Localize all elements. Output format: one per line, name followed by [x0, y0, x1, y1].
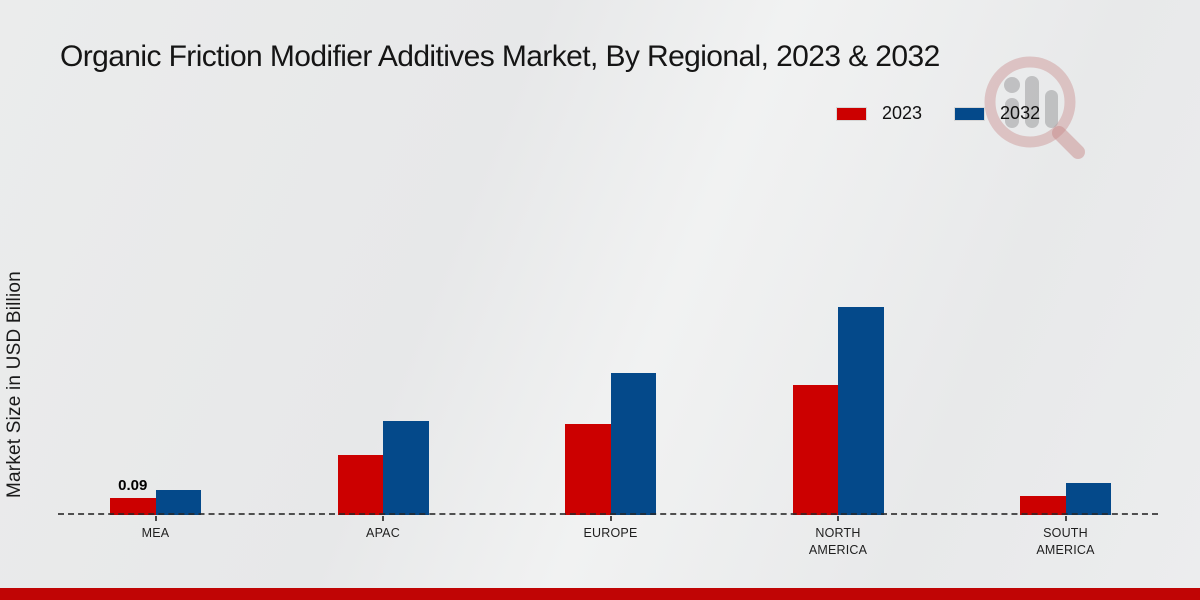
x-axis-tick-north-america — [837, 516, 839, 521]
y-axis-label: Market Size in USD Billion — [4, 271, 25, 499]
x-axis-tick-apac — [382, 516, 384, 521]
zero-axis-dashed-line — [58, 513, 1158, 515]
legend: 2023 2032 — [836, 103, 1040, 124]
x-axis-label-mea: MEA — [141, 526, 170, 540]
bar-2032-mea — [155, 490, 201, 515]
bar-2032-south-america — [1065, 482, 1111, 515]
legend-label-2032: 2032 — [1000, 103, 1041, 123]
bar-2023-apac — [337, 454, 383, 515]
bar-2023-europe — [565, 424, 611, 515]
x-axis-label-north-america: NORTH AMERICA — [808, 526, 868, 557]
bar-2032-north-america — [838, 307, 884, 515]
legend-swatch-2023 — [836, 106, 867, 121]
x-axis-tick-mea — [154, 516, 157, 521]
x-axis-tick-south-america — [1064, 516, 1067, 521]
bar-2023-north-america — [792, 384, 838, 515]
x-axis-label-europe: EUROPE — [583, 526, 638, 540]
x-axis-label-south-america: SOUTH AMERICA — [1036, 526, 1095, 557]
legend-label-2023: 2023 — [882, 103, 923, 123]
x-axis-label-apac: APAC — [366, 526, 400, 540]
legend-swatch-2032 — [954, 106, 986, 121]
bar-2023-mea — [110, 497, 156, 515]
chart-title: Organic Friction Modifier Additives Mark… — [60, 40, 940, 73]
x-axis-tick-europe — [609, 516, 612, 521]
watermark-magnifier-chart-logo — [984, 56, 1085, 159]
legend-entry-2023: 2023 — [836, 103, 922, 124]
data-label-mea-2023: 0.09 — [118, 476, 148, 494]
legend-entry-2032: 2032 — [954, 103, 1040, 124]
bar-2032-apac — [383, 420, 429, 515]
bar-2032-europe — [610, 373, 656, 515]
bar-2023-south-america — [1020, 496, 1066, 515]
footer-red-band — [0, 588, 1200, 600]
